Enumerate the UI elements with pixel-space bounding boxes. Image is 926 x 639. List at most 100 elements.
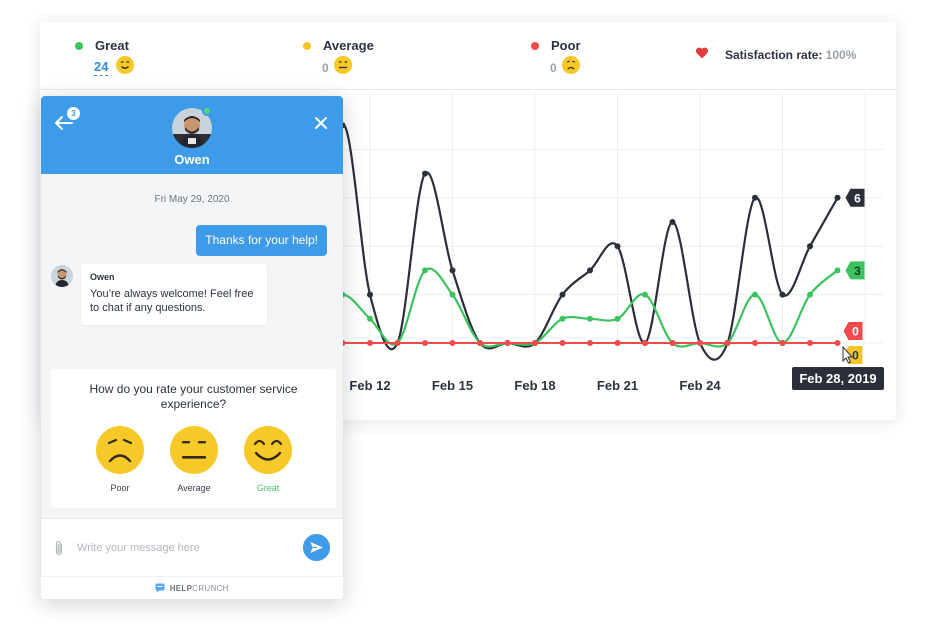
data-point-poor xyxy=(367,340,373,346)
data-point-poor xyxy=(697,340,703,346)
online-indicator xyxy=(202,106,212,116)
unread-badge: 3 xyxy=(67,107,80,120)
data-point-poor xyxy=(477,340,483,346)
value-flag-label: 0 xyxy=(852,349,859,363)
x-tick-label: Feb 15 xyxy=(432,378,473,393)
data-point-great xyxy=(422,267,428,274)
great-dot xyxy=(75,42,83,50)
heart-icon xyxy=(695,47,709,59)
date-separator: Fri May 29, 2020 xyxy=(154,194,230,205)
frown-emoji-icon xyxy=(562,56,580,74)
helpcrunch-branding[interactable]: HELPCRUNCH xyxy=(41,576,343,599)
incoming-sender: Owen xyxy=(90,272,115,282)
data-point-poor xyxy=(504,340,511,346)
data-point-poor xyxy=(642,340,648,346)
average-count: 0 xyxy=(322,61,329,75)
smile-emoji-icon xyxy=(116,56,134,74)
date-tooltip-label: Feb 28, 2019 xyxy=(799,371,876,386)
data-point-poor xyxy=(807,340,813,346)
brand-prefix: HELP xyxy=(169,583,193,593)
data-point-great xyxy=(642,291,648,298)
value-flag-label: 0 xyxy=(852,325,859,339)
value-flag xyxy=(843,322,863,340)
great-rating-icon[interactable] xyxy=(243,425,293,475)
back-arrow-icon[interactable] xyxy=(53,112,81,134)
attachment-icon[interactable] xyxy=(53,539,65,557)
incoming-text: You’re always welcome! Feel free to chat… xyxy=(90,288,254,314)
data-point-poor xyxy=(614,340,621,346)
satisfaction-label: Satisfaction rate: xyxy=(725,48,823,62)
data-point-great xyxy=(752,291,758,298)
data-point-poor xyxy=(559,340,566,346)
x-tick-label: Feb 12 xyxy=(349,378,390,393)
data-point-great-total xyxy=(367,291,373,298)
average-rating-label: Average xyxy=(177,483,211,493)
message-composer xyxy=(41,518,343,576)
average-dot xyxy=(303,42,311,50)
average-rating-icon[interactable] xyxy=(169,425,219,475)
stats-header: Great 24 Average 0 Poor 0 xyxy=(40,22,896,90)
data-point-poor xyxy=(587,340,593,346)
value-flag-label: 6 xyxy=(854,191,861,205)
outgoing-message: Thanks for your help! xyxy=(196,225,327,256)
x-tick-label: Feb 18 xyxy=(514,378,555,393)
data-point-poor xyxy=(422,340,428,346)
value-flag-label: 3 xyxy=(854,264,861,278)
data-point-great xyxy=(587,315,593,322)
data-point-poor xyxy=(669,340,676,346)
value-flag xyxy=(845,261,865,280)
neutral-emoji-icon xyxy=(334,56,352,74)
data-point-great xyxy=(834,267,841,274)
cursor-icon xyxy=(842,345,854,364)
data-point-poor xyxy=(752,340,758,346)
data-point-poor xyxy=(449,340,456,346)
satisfaction-value: 100% xyxy=(825,48,857,62)
data-point-great-total xyxy=(422,170,428,177)
series-line-great-total xyxy=(313,124,839,361)
send-button[interactable] xyxy=(303,534,330,561)
data-point-poor xyxy=(724,340,731,346)
average-label: Average xyxy=(323,38,374,53)
chat-header: 3 Owen xyxy=(41,96,343,174)
date-tooltip xyxy=(792,367,884,390)
poor-rating-label: Poor xyxy=(110,483,130,493)
data-point-great-total xyxy=(807,243,813,250)
data-point-poor xyxy=(532,340,538,346)
great-label: Great xyxy=(95,38,129,53)
data-point-great-total xyxy=(752,194,758,201)
incoming-message: Owen You’re always welcome! Feel free to… xyxy=(81,264,267,325)
data-point-great-total xyxy=(587,267,593,274)
satisfaction-chart: Feb 12 Feb 15 Feb 18 Feb 21 Feb 24 6 3 0 0 Feb 28… xyxy=(300,92,884,393)
close-icon[interactable] xyxy=(313,115,329,131)
data-point-great xyxy=(449,291,456,298)
x-tick-label: Feb 24 xyxy=(679,378,721,393)
poor-label: Poor xyxy=(551,38,581,53)
agent-avatar-small xyxy=(51,265,73,287)
message-input[interactable] xyxy=(77,538,297,558)
agent-name: Owen xyxy=(174,152,210,167)
chat-widget: 3 Owen Fri May 29, 2020 Thanks for your … xyxy=(41,96,343,599)
data-point-great-total xyxy=(449,267,456,274)
rating-card: How do you rate your customer service ex… xyxy=(51,369,336,508)
helpcrunch-logo-icon xyxy=(155,583,165,593)
data-point-great-total xyxy=(614,243,621,250)
great-rating-label: Great xyxy=(256,483,280,493)
data-point-great xyxy=(367,315,373,322)
poor-rating-icon[interactable] xyxy=(95,425,145,475)
data-point-poor xyxy=(779,340,786,346)
value-flag xyxy=(845,188,865,207)
data-point-great xyxy=(807,291,813,298)
data-point-poor xyxy=(394,340,401,346)
brand-suffix: CRUNCH xyxy=(192,583,229,593)
data-point-great xyxy=(614,315,621,322)
data-point-great xyxy=(559,315,566,322)
data-point-great-total xyxy=(669,219,676,225)
data-point-great-total xyxy=(834,194,841,201)
poor-dot xyxy=(531,42,539,50)
great-count[interactable]: 24 xyxy=(94,59,109,76)
data-point-great-total xyxy=(779,291,786,298)
data-point-great-total xyxy=(559,291,566,298)
poor-count: 0 xyxy=(550,61,557,75)
data-point-poor xyxy=(834,340,841,346)
x-tick-label: Feb 21 xyxy=(597,378,638,393)
